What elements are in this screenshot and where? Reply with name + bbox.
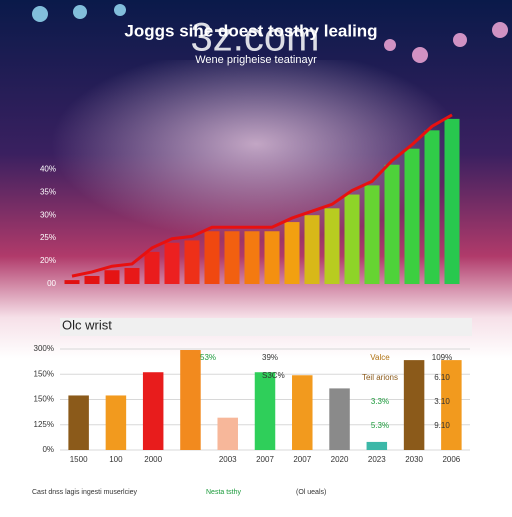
bar bbox=[204, 231, 220, 284]
bar bbox=[324, 208, 340, 284]
x-tick-label: 2030 bbox=[405, 455, 423, 464]
bar bbox=[366, 441, 388, 450]
bar bbox=[403, 360, 425, 450]
footer-text: Nesta tsthy bbox=[206, 489, 242, 496]
y-tick-label: 00 bbox=[47, 279, 56, 288]
bar bbox=[224, 231, 240, 284]
table-cell: 109% bbox=[432, 353, 452, 362]
y-tick-label: 20% bbox=[40, 256, 56, 265]
bar bbox=[444, 118, 460, 284]
table-cell: 6.10 bbox=[434, 373, 450, 382]
y-tick-label: 125% bbox=[34, 420, 54, 429]
x-tick-label: 100 bbox=[109, 455, 123, 464]
bar bbox=[344, 194, 360, 284]
annotation: S3C% bbox=[262, 371, 285, 380]
footer-text: (Ol ueals) bbox=[296, 489, 326, 496]
trend-line bbox=[71, 113, 453, 278]
bar bbox=[304, 215, 320, 284]
bar bbox=[84, 275, 100, 284]
x-tick-label: 2007 bbox=[256, 455, 274, 464]
bar bbox=[254, 372, 276, 450]
annotation: 53% bbox=[200, 353, 216, 362]
bar bbox=[441, 360, 462, 450]
y-tick-label: 40% bbox=[40, 164, 56, 173]
x-tick-label: 1500 bbox=[70, 455, 88, 464]
bar bbox=[217, 417, 238, 450]
footer-text: Cast dnss lagis ingesti muserlciey bbox=[32, 489, 138, 496]
x-tick-label: 2007 bbox=[293, 455, 311, 464]
y-tick-label: 0% bbox=[42, 445, 54, 454]
y-tick-label: 30% bbox=[40, 210, 56, 219]
chart-title: Olc wrist bbox=[62, 317, 112, 332]
bar bbox=[104, 270, 120, 284]
bar bbox=[164, 242, 180, 284]
bar bbox=[180, 350, 201, 450]
annotation: 39% bbox=[262, 353, 278, 362]
table-cell: Teil arions bbox=[362, 373, 398, 382]
table-cell: 3.3% bbox=[371, 397, 389, 406]
x-tick-label: 2000 bbox=[144, 455, 162, 464]
panel-header bbox=[60, 318, 472, 336]
bar bbox=[244, 231, 260, 284]
bar bbox=[124, 267, 140, 284]
bar bbox=[68, 395, 89, 450]
watermark: 3z.com bbox=[191, 16, 320, 60]
lights bbox=[32, 4, 508, 63]
y-tick-label: 25% bbox=[40, 233, 56, 242]
bar bbox=[384, 164, 400, 284]
bar bbox=[105, 395, 127, 450]
bar bbox=[142, 372, 164, 450]
bar bbox=[329, 388, 350, 450]
table-cell: 5.3% bbox=[371, 421, 389, 430]
bar bbox=[184, 240, 200, 284]
bar bbox=[144, 251, 160, 284]
x-tick-label: 2003 bbox=[219, 455, 237, 464]
bar bbox=[284, 222, 300, 284]
subtitle: Wene prigheise teatinayr bbox=[195, 54, 317, 66]
bar bbox=[364, 185, 380, 284]
bar bbox=[264, 231, 280, 284]
y-tick-label: 300% bbox=[34, 344, 54, 353]
y-tick-label: 150% bbox=[34, 369, 54, 378]
x-tick-label: 2023 bbox=[368, 455, 386, 464]
table-cell: 3.10 bbox=[434, 397, 450, 406]
bar bbox=[404, 148, 420, 284]
y-tick-label: 35% bbox=[40, 187, 56, 196]
table-cell: 9.10 bbox=[434, 421, 450, 430]
bar bbox=[424, 130, 440, 284]
x-tick-label: 2006 bbox=[442, 455, 460, 464]
y-tick-label: 150% bbox=[34, 395, 54, 404]
bar bbox=[292, 375, 313, 450]
chart-title: Joggs sihe doest tosthy lealing bbox=[124, 21, 377, 40]
bar bbox=[64, 280, 80, 284]
table-cell: Valce bbox=[370, 353, 390, 362]
x-tick-label: 2020 bbox=[331, 455, 349, 464]
